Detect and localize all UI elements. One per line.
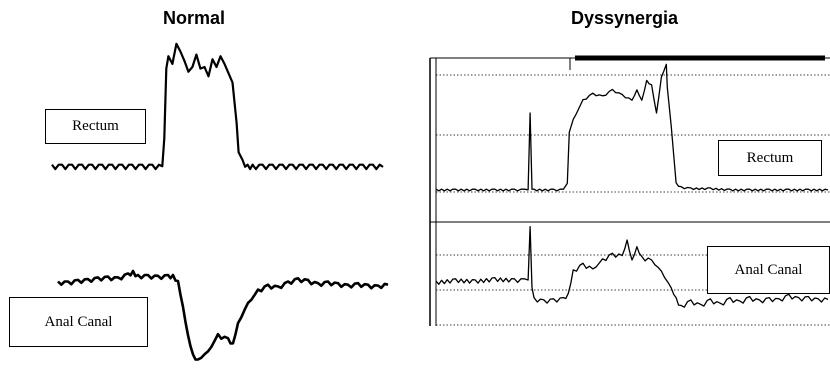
label-dyssynergia-anal-canal: Anal Canal xyxy=(707,246,830,294)
dyssynergia-rectum-trace xyxy=(435,63,829,192)
normal-anal-canal-trace xyxy=(57,269,389,361)
dyssynergia-anal-canal-trace xyxy=(435,226,829,308)
traces-group xyxy=(51,42,829,361)
normal-rectum-trace xyxy=(51,42,384,171)
label-dyssynergia-rectum: Rectum xyxy=(718,140,822,176)
title-dyssynergia: Dyssynergia xyxy=(571,8,679,28)
label-normal-rectum: Rectum xyxy=(45,109,146,144)
dyssynergia-panel-frame xyxy=(429,55,830,326)
title-normal: Normal xyxy=(163,8,226,28)
label-normal-anal-canal: Anal Canal xyxy=(9,297,148,347)
